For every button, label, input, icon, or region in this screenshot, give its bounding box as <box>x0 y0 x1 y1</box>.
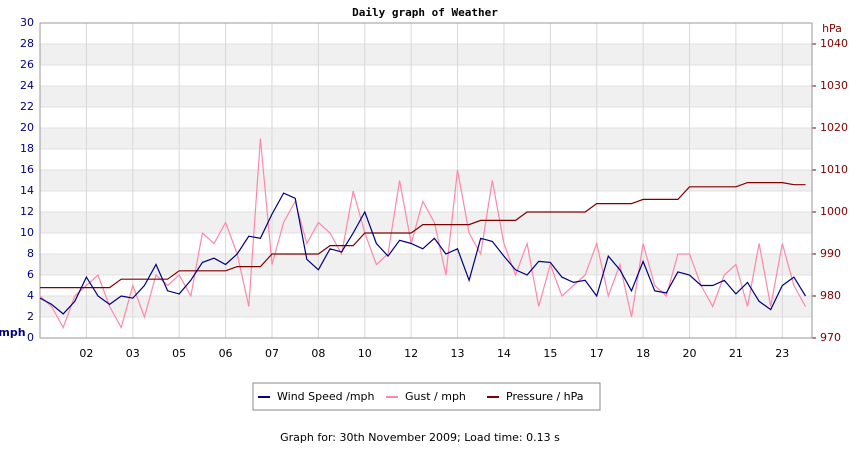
legend-box <box>252 382 601 411</box>
series-line <box>39 192 807 315</box>
legend-label: Gust / mph <box>405 390 466 403</box>
x-tick-label: 06 <box>219 347 233 360</box>
x-tick-label: 10 <box>358 347 372 360</box>
legend-label: Pressure / hPa <box>506 390 584 403</box>
y-tick-label: 14 <box>20 184 34 197</box>
footer: Graph for: 30th November 2009; Load time… <box>280 431 560 444</box>
x-tick-label: 13 <box>451 347 465 360</box>
series-line <box>40 182 806 289</box>
x-tick-label: 17 <box>590 347 604 360</box>
y-tick-label: 6 <box>27 268 34 281</box>
x-tick-label: 05 <box>172 347 186 360</box>
x-tick-label: 07 <box>265 347 279 360</box>
x-tick-label: 14 <box>497 347 511 360</box>
grid-band <box>40 86 812 107</box>
grid-band <box>40 44 812 65</box>
y2-tick-label: 1010 <box>820 163 848 176</box>
series-line <box>39 138 807 330</box>
y2-tick-label: 980 <box>820 289 841 302</box>
y-tick-label: 28 <box>20 37 34 50</box>
grid-band <box>40 254 812 275</box>
y2-tick-label: 1030 <box>820 79 848 92</box>
y-tick-label: 22 <box>20 100 34 113</box>
y-axis-label: mph <box>0 326 26 339</box>
x-tick-label: 02 <box>79 347 93 360</box>
x-tick-label: 21 <box>729 347 743 360</box>
legend-label: Wind Speed /mph <box>277 390 375 403</box>
y2-axis-label: hPa <box>822 22 842 35</box>
x-tick-label: 18 <box>636 347 650 360</box>
y-tick-label: 0 <box>27 331 34 344</box>
grid <box>40 22 812 339</box>
y-tick-label: 2 <box>27 310 34 323</box>
x-tick-label: 08 <box>311 347 325 360</box>
y-tick-label: 10 <box>20 226 34 239</box>
y-tick-label: 18 <box>20 142 34 155</box>
y2-tick-label: 990 <box>820 247 841 260</box>
x-tick-label: 23 <box>775 347 789 360</box>
plot-frame <box>39 22 813 339</box>
y-tick-label: 26 <box>20 58 34 71</box>
y2-tick-label: 970 <box>820 331 841 344</box>
x-tick-label: 20 <box>683 347 697 360</box>
y-tick-label: 20 <box>20 121 34 134</box>
grid-band <box>40 128 812 149</box>
y-tick-label: 8 <box>27 247 34 260</box>
x-tick-label: 12 <box>404 347 418 360</box>
x-tick-label: 15 <box>543 347 557 360</box>
y2-tick-label: 1000 <box>820 205 848 218</box>
y-tick-label: 24 <box>20 79 34 92</box>
x-tick-label: 03 <box>126 347 140 360</box>
y-tick-label: 30 <box>20 16 34 29</box>
y2-tick-label: 1040 <box>820 37 848 50</box>
y-tick-label: 12 <box>20 205 34 218</box>
grid-band <box>40 212 812 233</box>
y-tick-label: 4 <box>27 289 34 302</box>
grid-band <box>40 296 812 317</box>
y2-tick-label: 1020 <box>820 121 848 134</box>
grid-band <box>40 170 812 191</box>
y-tick-label: 16 <box>20 163 34 176</box>
chart-title: Daily graph of Weather <box>352 6 498 19</box>
